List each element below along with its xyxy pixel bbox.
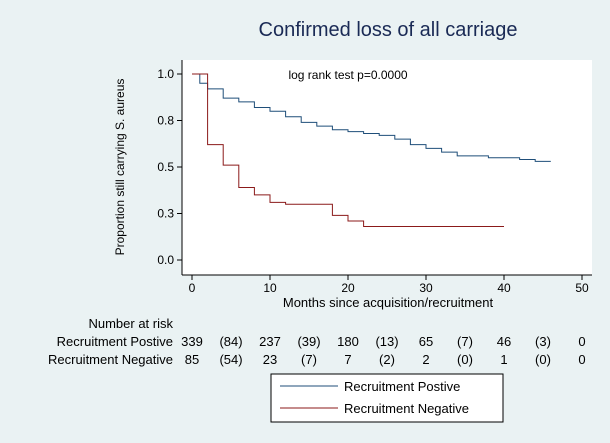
x-tick-label: 10 — [263, 281, 277, 295]
axes: 0.0 0.3 0.5 0.8 1.0 0 10 20 30 40 50 — [157, 60, 592, 295]
series-line-positive — [192, 73, 551, 162]
risk-cell: (84) — [219, 334, 242, 349]
risk-cell: (39) — [297, 334, 320, 349]
risk-cell: 237 — [259, 334, 281, 349]
y-axis-label: Proportion still carrying S. aureus — [113, 79, 127, 256]
risk-table: Number at risk Recruitment Postive 339 (84… — [48, 316, 586, 367]
legend-label-negative: Recruitment Negative — [344, 401, 469, 416]
risk-table-header: Number at risk — [88, 316, 173, 331]
legend: Recruitment Postive Recruitment Negative — [270, 373, 504, 423]
risk-cell: 7 — [344, 352, 351, 367]
risk-cell: (7) — [457, 334, 473, 349]
y-tick-label: 0.0 — [157, 253, 174, 267]
x-tick-label: 40 — [497, 281, 511, 295]
y-tick-label: 1.0 — [157, 67, 174, 81]
risk-cell: (2) — [379, 352, 395, 367]
risk-cell: (13) — [375, 334, 398, 349]
risk-cell: (0) — [535, 352, 551, 367]
risk-cell: 2 — [422, 352, 429, 367]
risk-cell: 65 — [419, 334, 433, 349]
y-tick-label: 0.3 — [157, 207, 174, 221]
risk-cell: 339 — [181, 334, 203, 349]
risk-cell: (54) — [219, 352, 242, 367]
risk-cell: 180 — [337, 334, 359, 349]
chart-title: Confirmed loss of all carriage — [259, 19, 518, 41]
risk-cell: 85 — [185, 352, 199, 367]
risk-cell: 23 — [263, 352, 277, 367]
y-tick-label: 0.5 — [157, 160, 174, 174]
risk-row-label: Recruitment Negative — [48, 352, 173, 367]
risk-cell: 0 — [578, 352, 585, 367]
x-tick-label: 30 — [419, 281, 433, 295]
legend-box — [270, 373, 504, 423]
risk-cell: 0 — [578, 334, 585, 349]
risk-row-label: Recruitment Postive — [57, 334, 173, 349]
risk-cell: (7) — [301, 352, 317, 367]
risk-cell: (0) — [457, 352, 473, 367]
legend-label-positive: Recruitment Postive — [344, 379, 460, 394]
x-tick-label: 20 — [341, 281, 355, 295]
series-line-negative — [192, 73, 504, 228]
risk-cell: 46 — [497, 334, 511, 349]
x-axis-label: Months since acquisition/recruitment — [283, 295, 494, 310]
risk-cell: 1 — [500, 352, 507, 367]
x-tick-label: 0 — [189, 281, 196, 295]
y-tick-label: 0.8 — [157, 114, 174, 128]
x-tick-label: 50 — [575, 281, 589, 295]
series-layer — [192, 73, 551, 228]
plot-area — [182, 60, 592, 275]
log-rank-annotation: log rank test p=0.0000 — [288, 68, 407, 82]
risk-cell: (3) — [535, 334, 551, 349]
